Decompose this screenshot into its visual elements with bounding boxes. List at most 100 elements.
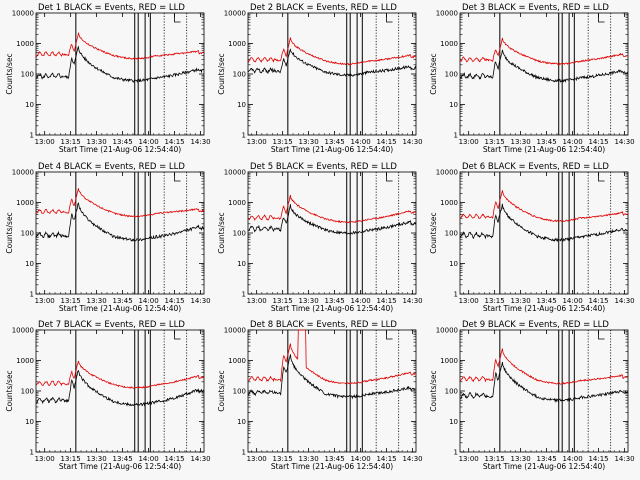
plot-frame xyxy=(459,171,629,295)
plot-frame xyxy=(459,329,629,453)
plot-frame xyxy=(247,171,417,295)
y-tick-label: 10 xyxy=(237,101,246,109)
x-tick-label: 14:15 xyxy=(376,138,396,146)
y-axis-label: Counts/sec xyxy=(429,53,438,94)
x-tick-label: 14:00 xyxy=(562,455,582,463)
series-lld xyxy=(459,190,629,223)
series-lld xyxy=(35,188,205,218)
x-tick-label: 13:30 xyxy=(87,138,107,146)
x-tick-label: 14:00 xyxy=(562,138,582,146)
y-axis-label: Counts/sec xyxy=(217,370,226,411)
x-axis-label: Start Time (21-Aug-06 12:54:40) xyxy=(59,304,181,313)
x-tick-label: 13:45 xyxy=(537,455,557,463)
y-tick-label: 10 xyxy=(237,418,246,426)
panel-title: Det 7 BLACK = Events, RED = LLD xyxy=(38,320,185,330)
x-tick-label: 14:00 xyxy=(350,138,370,146)
x-tick-label: 13:45 xyxy=(113,455,133,463)
y-axis-label: Counts/sec xyxy=(5,370,14,411)
y-tick-label: 1 xyxy=(242,449,246,457)
y-tick-label: 1 xyxy=(242,132,246,140)
panel-2: Det 2 BLACK = Events, RED = LLD 1 10 100 100… xyxy=(217,3,423,154)
x-tick-label: 14:30 xyxy=(614,297,634,305)
series-events xyxy=(459,49,629,83)
x-tick-label: 13:45 xyxy=(325,455,345,463)
series-events xyxy=(35,369,205,407)
y-axis-label: Counts/sec xyxy=(217,53,226,94)
panel-4: Det 4 BLACK = Events, RED = LLD 1 10 100 100… xyxy=(5,162,211,313)
y-tick-label: 1000 xyxy=(16,357,34,365)
x-axis-label: Start Time (21-Aug-06 12:54:40) xyxy=(271,304,393,313)
y-tick-label: 1000 xyxy=(228,40,246,48)
x-tick-label: 14:30 xyxy=(614,455,634,463)
panel-7: Det 7 BLACK = Events, RED = LLD 1 10 100 100… xyxy=(5,320,211,471)
x-tick-label: 13:00 xyxy=(247,138,267,146)
y-tick-label: 1000 xyxy=(440,199,458,207)
x-tick-label: 13:00 xyxy=(459,297,479,305)
y-tick-label: 1 xyxy=(454,449,458,457)
x-tick-label: 14:30 xyxy=(614,138,634,146)
y-axis-label: Counts/sec xyxy=(5,53,14,94)
panel-6: Det 6 BLACK = Events, RED = LLD 1 10 100 100… xyxy=(429,162,635,313)
x-tick-label: 14:00 xyxy=(138,138,158,146)
y-tick-label: 10000 xyxy=(12,327,34,335)
x-tick-label: 14:15 xyxy=(376,455,396,463)
series-lld xyxy=(247,329,417,385)
interval-marker xyxy=(386,331,393,340)
y-tick-label: 10 xyxy=(237,260,246,268)
x-tick-label: 13:00 xyxy=(459,138,479,146)
x-tick-label: 14:30 xyxy=(402,297,422,305)
y-tick-label: 10000 xyxy=(224,169,246,177)
y-tick-label: 1 xyxy=(242,291,246,299)
x-tick-label: 13:45 xyxy=(537,297,557,305)
series-events xyxy=(459,361,629,404)
x-tick-label: 13:30 xyxy=(299,138,319,146)
y-tick-label: 1000 xyxy=(16,40,34,48)
series-lld xyxy=(248,194,417,224)
y-tick-label: 1 xyxy=(454,291,458,299)
x-tick-label: 14:30 xyxy=(402,138,422,146)
x-tick-label: 13:00 xyxy=(35,297,55,305)
y-tick-label: 10000 xyxy=(224,327,246,335)
x-tick-label: 14:00 xyxy=(350,455,370,463)
x-axis-label: Start Time (21-Aug-06 12:54:40) xyxy=(271,462,393,471)
interval-marker xyxy=(174,331,181,340)
y-tick-label: 1000 xyxy=(228,357,246,365)
plot-frame xyxy=(35,329,205,453)
x-tick-label: 14:15 xyxy=(164,138,184,146)
y-tick-label: 10 xyxy=(449,260,458,268)
panel-9: Det 9 BLACK = Events, RED = LLD 1 10 100 100… xyxy=(429,320,635,471)
panel-8: Det 8 BLACK = Events, RED = LLD 1 10 100 100… xyxy=(217,320,423,471)
panel-title: Det 2 BLACK = Events, RED = LLD xyxy=(250,3,397,13)
x-tick-label: 13:30 xyxy=(299,455,319,463)
panel-title: Det 6 BLACK = Events, RED = LLD xyxy=(462,162,609,172)
y-tick-label: 10000 xyxy=(436,169,458,177)
x-tick-label: 13:30 xyxy=(87,455,107,463)
x-tick-label: 13:15 xyxy=(61,455,81,463)
x-tick-label: 14:15 xyxy=(588,138,608,146)
y-axis-label: Counts/sec xyxy=(217,212,226,253)
y-tick-label: 10 xyxy=(25,418,34,426)
y-tick-label: 100 xyxy=(233,230,246,238)
x-axis-label: Start Time (21-Aug-06 12:54:40) xyxy=(483,304,605,313)
x-tick-label: 13:00 xyxy=(459,455,479,463)
y-tick-label: 100 xyxy=(445,71,458,79)
x-tick-label: 13:45 xyxy=(325,297,345,305)
y-tick-label: 1 xyxy=(30,449,34,457)
x-tick-label: 14:15 xyxy=(164,297,184,305)
x-tick-label: 13:30 xyxy=(87,297,107,305)
x-tick-label: 13:15 xyxy=(485,297,505,305)
x-tick-label: 14:00 xyxy=(350,297,370,305)
x-tick-label: 13:30 xyxy=(299,297,319,305)
x-tick-label: 13:30 xyxy=(511,138,531,146)
x-tick-label: 14:00 xyxy=(138,297,158,305)
y-axis-label: Counts/sec xyxy=(429,370,438,411)
x-tick-label: 13:45 xyxy=(113,297,133,305)
x-axis-label: Start Time (21-Aug-06 12:54:40) xyxy=(59,462,181,471)
y-tick-label: 10 xyxy=(25,260,34,268)
series-lld xyxy=(35,360,205,389)
x-tick-label: 14:30 xyxy=(190,138,210,146)
series-lld xyxy=(247,37,417,66)
interval-marker xyxy=(386,14,393,23)
x-tick-label: 13:15 xyxy=(273,138,293,146)
x-tick-label: 13:15 xyxy=(61,138,81,146)
